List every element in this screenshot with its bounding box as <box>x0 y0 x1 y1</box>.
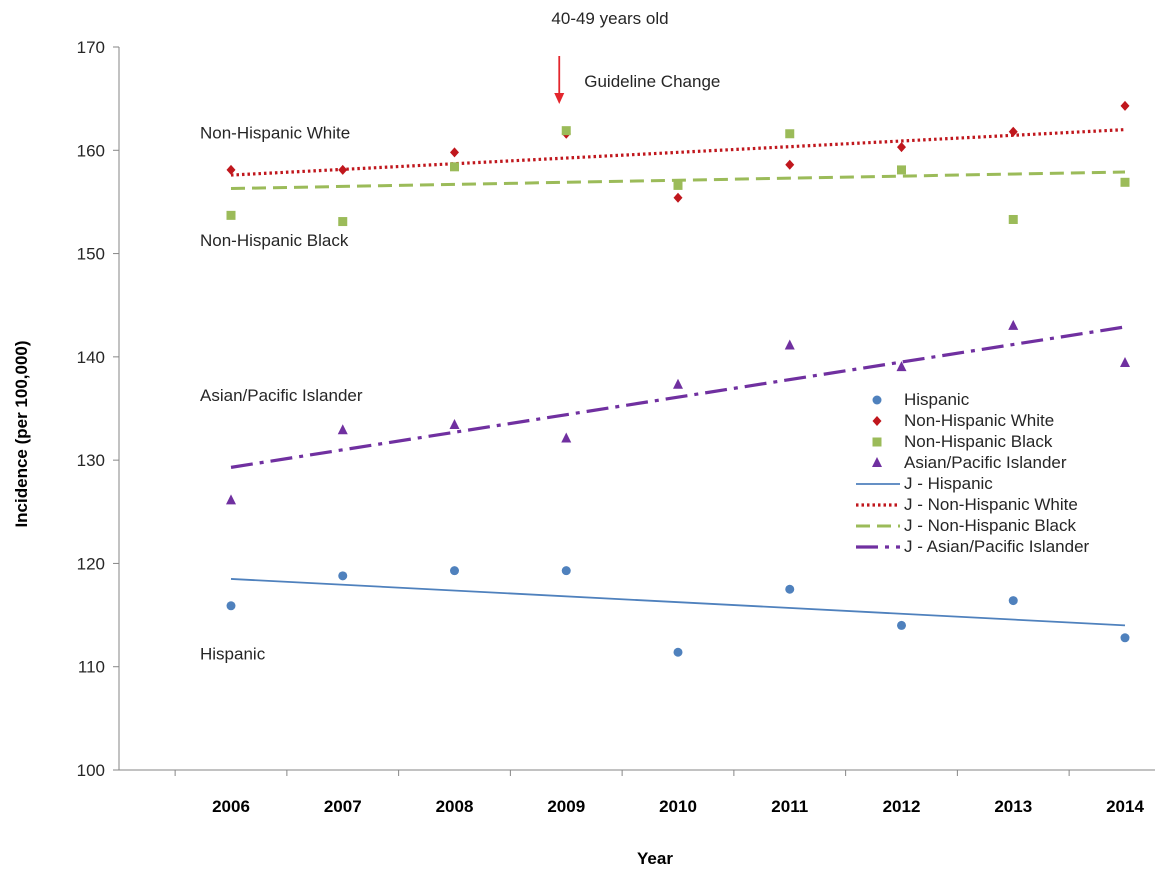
y-tick-label: 100 <box>77 761 105 780</box>
series-label: Hispanic <box>200 644 266 663</box>
data-point <box>1008 214 1018 224</box>
legend-item: J - Non-Hispanic White <box>856 495 1078 514</box>
y-tick-label: 170 <box>77 38 105 57</box>
data-point <box>897 165 906 175</box>
data-point <box>1120 357 1130 368</box>
data-point <box>785 159 795 170</box>
x-tick-label: 2009 <box>547 797 585 816</box>
trendline <box>230 578 1126 627</box>
data-point <box>338 164 348 175</box>
data-point <box>1120 177 1130 187</box>
data-point <box>450 147 459 158</box>
series-non-hispanic-black <box>226 126 1130 227</box>
data-point <box>1120 100 1130 111</box>
data-point <box>561 432 572 443</box>
x-tick-label: 2012 <box>883 797 921 816</box>
data-point <box>673 180 683 190</box>
legend-item: J - Non-Hispanic Black <box>856 516 1076 535</box>
data-point <box>1008 596 1018 606</box>
data-point <box>226 164 236 175</box>
legend-item: J - Asian/Pacific Islander <box>856 537 1090 556</box>
data-point <box>338 571 348 581</box>
data-point <box>785 129 795 139</box>
legend-label: J - Hispanic <box>904 474 993 493</box>
x-axis-label: Year <box>637 849 673 868</box>
chart-title: 40-49 years old <box>551 9 668 28</box>
x-tick-label: 2006 <box>212 797 250 816</box>
y-tick-label: 150 <box>77 245 105 264</box>
legend-label: J - Non-Hispanic White <box>904 495 1078 514</box>
data-point <box>673 378 683 389</box>
legend-item: Non-Hispanic White <box>872 411 1054 430</box>
data-point <box>561 126 571 136</box>
guideline-change-label: Guideline Change <box>584 72 720 91</box>
legend-label: Asian/Pacific Islander <box>904 453 1067 472</box>
data-point <box>226 494 236 505</box>
data-markers <box>226 100 1130 657</box>
series-label: Non-Hispanic White <box>200 124 350 143</box>
series-asian-pacific-islander <box>226 319 1130 505</box>
legend-item: J - Hispanic <box>856 474 993 493</box>
x-tick-label: 2007 <box>324 797 362 816</box>
legend-item: Hispanic <box>872 390 970 409</box>
x-tick-label: 2010 <box>659 797 697 816</box>
data-point <box>897 620 906 630</box>
series-label: Non-Hispanic Black <box>200 231 349 250</box>
data-point <box>896 361 907 372</box>
legend-label: Non-Hispanic Black <box>904 432 1053 451</box>
guideline-arrow-head <box>554 93 565 104</box>
data-point <box>673 647 683 657</box>
legend-item: Asian/Pacific Islander <box>872 453 1067 472</box>
legend-label: J - Non-Hispanic Black <box>904 516 1076 535</box>
trendline <box>230 170 1126 191</box>
trendline <box>230 325 1126 469</box>
trendline <box>230 128 1126 177</box>
data-point <box>450 162 459 172</box>
data-point <box>561 566 571 576</box>
data-point <box>338 217 348 227</box>
x-tick-label: 2011 <box>771 797 808 816</box>
legend-label: Hispanic <box>904 390 970 409</box>
data-point <box>1008 319 1019 330</box>
data-point <box>449 419 460 430</box>
legend-marker <box>872 437 882 447</box>
data-point <box>673 192 683 203</box>
legend-marker <box>872 416 882 426</box>
data-point <box>784 339 795 350</box>
legend-label: J - Asian/Pacific Islander <box>904 537 1090 556</box>
y-tick-label: 160 <box>77 141 105 160</box>
x-tick-label: 2013 <box>994 797 1032 816</box>
annotations: Guideline Change Non-Hispanic White Non-Hi… <box>200 56 720 663</box>
legend-marker <box>872 457 882 467</box>
y-tick-label: 130 <box>77 451 105 470</box>
data-point <box>450 566 459 576</box>
data-point <box>1120 633 1130 643</box>
data-point <box>226 210 236 220</box>
series-label: Asian/Pacific Islander <box>200 386 363 405</box>
axes: 100 110 120 130 140 150 160 170 2006 2007 2008 2009… <box>77 38 1155 816</box>
legend-label: Non-Hispanic White <box>904 411 1054 430</box>
y-axis-label: Incidence (per 100,000) <box>12 340 31 527</box>
y-tick-label: 120 <box>77 554 105 573</box>
series-hispanic <box>226 566 1130 657</box>
data-point <box>1008 126 1018 137</box>
legend: Hispanic Non-Hispanic White Non-Hispanic B… <box>856 390 1090 556</box>
x-tick-label: 2008 <box>436 797 474 816</box>
data-point <box>897 142 906 153</box>
legend-marker <box>872 395 882 405</box>
y-tick-label: 140 <box>77 348 105 367</box>
data-point <box>226 601 236 611</box>
x-tick-label: 2014 <box>1106 797 1144 816</box>
data-point <box>337 424 348 435</box>
trendlines <box>230 128 1126 627</box>
data-point <box>785 584 795 594</box>
legend-item: Non-Hispanic Black <box>872 432 1053 451</box>
y-tick-label: 110 <box>78 658 105 677</box>
